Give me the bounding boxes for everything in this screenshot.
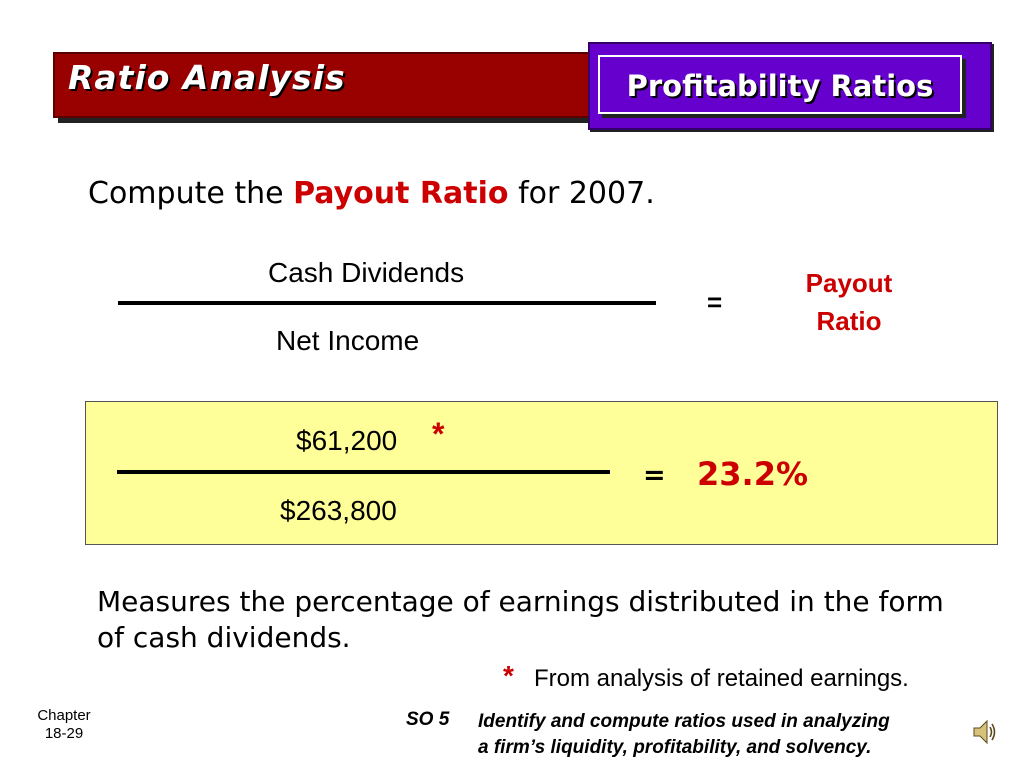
calculation-result: 23.2% bbox=[697, 455, 809, 493]
topic-title-inner-bar bbox=[598, 55, 962, 114]
compute-instruction: Compute the Payout Ratio for 2007. bbox=[88, 176, 655, 211]
speaker-icon[interactable] bbox=[972, 718, 998, 746]
section-title-bar bbox=[53, 52, 599, 118]
section-title: Ratio Analysis bbox=[68, 58, 346, 97]
calculation-asterisk: * bbox=[432, 416, 445, 452]
chapter-label-text: Chapter bbox=[37, 707, 91, 724]
compute-suffix: for 2007. bbox=[518, 176, 655, 211]
speaker-icon-graphic bbox=[973, 719, 996, 745]
study-objective-label: SO 5 bbox=[406, 709, 450, 730]
formula-result-line2: Ratio bbox=[816, 306, 882, 336]
study-objective-line1: Identify and compute ratios used in anal… bbox=[478, 711, 890, 732]
formula-result: Payout Ratio bbox=[770, 264, 928, 340]
calculation-denominator: $263,800 bbox=[280, 495, 397, 526]
footnote-text: From analysis of retained earnings. bbox=[534, 665, 909, 692]
formula-equals: = bbox=[707, 287, 723, 317]
formula-result-line1: Payout bbox=[805, 268, 893, 298]
footnote-asterisk: * bbox=[503, 660, 514, 691]
chapter-label: Chapter 18-29 bbox=[26, 707, 102, 743]
calculation-fraction-line bbox=[117, 470, 610, 474]
calculation-equals: = bbox=[643, 460, 666, 491]
formula-numerator: Cash Dividends bbox=[268, 257, 465, 288]
study-objective-text: Identify and compute ratios used in anal… bbox=[478, 709, 890, 761]
chapter-page-number: 18-29 bbox=[44, 725, 84, 742]
study-objective-line2: a firm’s liquidity, profitability, and s… bbox=[478, 737, 872, 758]
calculation-numerator: $61,200 bbox=[296, 425, 398, 456]
ratio-description: Measures the percentage of earnings dist… bbox=[97, 585, 944, 654]
compute-prefix: Compute the bbox=[88, 176, 284, 211]
formula-denominator: Net Income bbox=[276, 325, 420, 356]
compute-highlight: Payout Ratio bbox=[293, 176, 509, 211]
formula-fraction-line bbox=[118, 301, 656, 305]
topic-title: Profitability Ratios bbox=[626, 69, 934, 103]
